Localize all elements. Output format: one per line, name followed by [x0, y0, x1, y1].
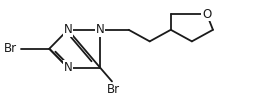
Text: N: N — [64, 23, 72, 36]
Text: Br: Br — [4, 42, 17, 55]
Text: N: N — [96, 23, 104, 36]
Text: N: N — [64, 61, 72, 74]
Text: O: O — [202, 8, 211, 21]
Text: Br: Br — [107, 83, 120, 96]
